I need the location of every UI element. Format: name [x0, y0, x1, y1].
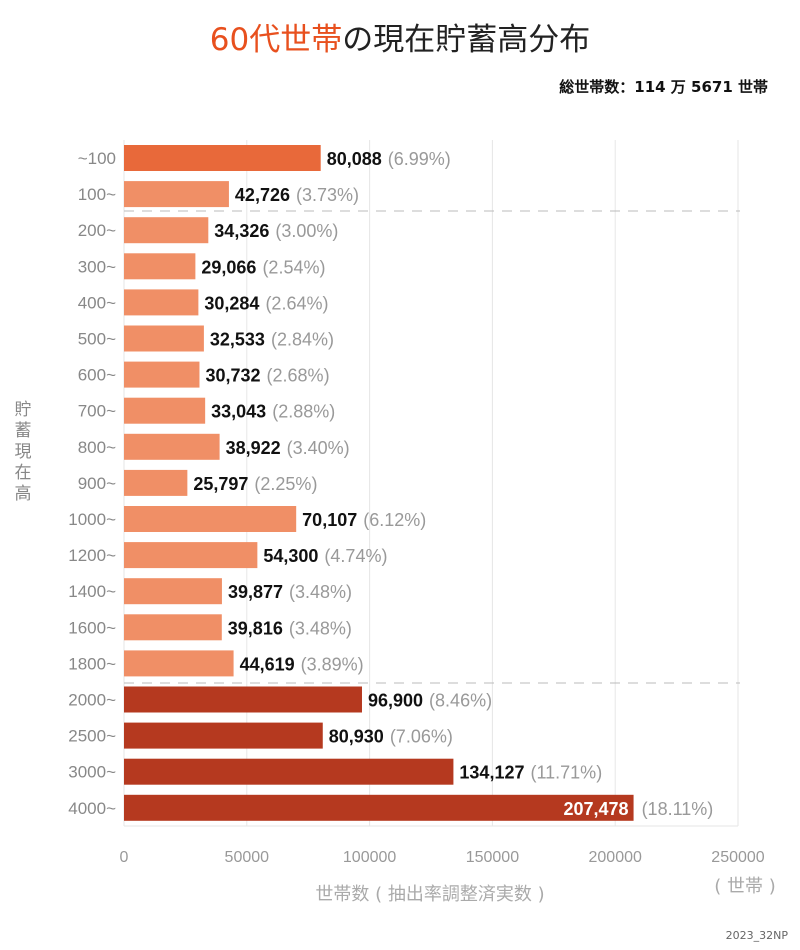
y-tick-label: 400~ — [78, 293, 116, 312]
percent-label: (4.74%) — [324, 546, 387, 566]
percent-label: (8.46%) — [429, 691, 492, 711]
percent-label: (3.48%) — [289, 618, 352, 638]
bar — [124, 217, 209, 244]
value-label: 33,043 — [211, 402, 266, 422]
y-tick-label: ~100 — [78, 149, 116, 168]
percent-label: (7.06%) — [390, 727, 453, 747]
percent-label: (6.12%) — [363, 510, 426, 530]
title-highlight: 60代世帯 — [209, 22, 343, 58]
y-axis-label: 貯蓄現在高 — [14, 400, 32, 504]
percent-label: (2.54%) — [262, 257, 325, 277]
value-label: 70,107 — [302, 510, 357, 530]
percent-label: (2.68%) — [267, 366, 330, 386]
bar — [124, 542, 258, 569]
total-households-label: 総世帯数：114 万 5671 世帯 — [559, 78, 768, 96]
bar — [124, 722, 323, 749]
y-tick-label: 3000~ — [68, 763, 116, 782]
x-axis-unit: ( 世帯 ) — [714, 876, 776, 897]
percent-label: (6.99%) — [388, 149, 451, 169]
y-tick-label: 1200~ — [68, 546, 116, 565]
y-tick-label: 300~ — [78, 257, 116, 276]
bar — [124, 361, 200, 388]
x-tick-label: 100000 — [343, 849, 396, 866]
bar — [124, 145, 321, 171]
x-tick-label: 250000 — [711, 849, 764, 866]
value-label: 80,930 — [329, 727, 384, 747]
x-tick-label: 200000 — [589, 849, 642, 866]
bar — [124, 686, 362, 713]
bar — [124, 758, 454, 785]
bar — [124, 397, 206, 424]
y-tick-label: 200~ — [78, 221, 116, 240]
y-tick-label: 900~ — [78, 474, 116, 493]
x-tick-label: 150000 — [466, 849, 519, 866]
y-tick-label: 1600~ — [68, 618, 116, 637]
y-tick-label: 100~ — [78, 185, 116, 204]
y-tick-label: 500~ — [78, 330, 116, 349]
value-label: 134,127 — [459, 763, 524, 783]
bar — [124, 253, 196, 280]
value-label: 29,066 — [201, 257, 256, 277]
y-tick-label: 1800~ — [68, 654, 116, 673]
value-label: 44,619 — [240, 654, 295, 674]
bar — [124, 325, 204, 352]
value-label: 34,326 — [214, 221, 269, 241]
value-label: 96,900 — [368, 691, 423, 711]
x-axis-label: 世帯数 ( 抽出率調整済実数 ) — [315, 884, 544, 905]
y-tick-label: 4000~ — [68, 799, 116, 818]
value-label: 32,533 — [210, 330, 265, 350]
percent-label: (3.89%) — [301, 654, 364, 674]
x-tick-label: 50000 — [225, 849, 270, 866]
percent-label: (3.73%) — [296, 185, 359, 205]
value-label: 39,877 — [228, 582, 283, 602]
percent-label: (3.40%) — [287, 438, 350, 458]
value-label: 39,816 — [228, 618, 283, 638]
bar — [124, 469, 188, 496]
value-label: 38,922 — [226, 438, 281, 458]
value-label: 25,797 — [193, 474, 248, 494]
percent-label: (18.11%) — [642, 799, 714, 819]
bar — [124, 578, 222, 605]
y-tick-label: 1400~ — [68, 582, 116, 601]
bar — [124, 614, 222, 641]
value-label: 54,300 — [263, 546, 318, 566]
percent-label: (3.48%) — [289, 582, 352, 602]
value-label: 42,726 — [235, 185, 290, 205]
chart-title: 60代世帯の現在貯蓄高分布 — [0, 14, 800, 59]
percent-label: (2.84%) — [271, 330, 334, 350]
percent-label: (3.00%) — [275, 221, 338, 241]
bar — [124, 289, 199, 316]
y-tick-label: 700~ — [78, 402, 116, 421]
y-tick-label: 2000~ — [68, 691, 116, 710]
bar — [124, 433, 220, 460]
percent-label: (2.25%) — [254, 474, 317, 494]
percent-label: (11.71%) — [530, 763, 602, 783]
x-tick-label: 0 — [120, 849, 129, 866]
bar — [124, 181, 229, 208]
percent-label: (2.64%) — [265, 293, 328, 313]
percent-label: (2.88%) — [272, 402, 335, 422]
bar — [124, 650, 234, 677]
value-label: 30,284 — [204, 293, 259, 313]
title-rest: の現在貯蓄高分布 — [342, 22, 591, 58]
y-tick-label: 800~ — [78, 438, 116, 457]
y-tick-label: 600~ — [78, 366, 116, 385]
y-tick-label: 1000~ — [68, 510, 116, 529]
bar — [124, 794, 634, 821]
credit-label: 2023_32NP — [725, 929, 788, 942]
y-tick-label: 2500~ — [68, 727, 116, 746]
value-label: 30,732 — [205, 366, 260, 386]
value-label: 207,478 — [563, 799, 628, 819]
bar — [124, 506, 297, 532]
value-label: 80,088 — [327, 149, 382, 169]
